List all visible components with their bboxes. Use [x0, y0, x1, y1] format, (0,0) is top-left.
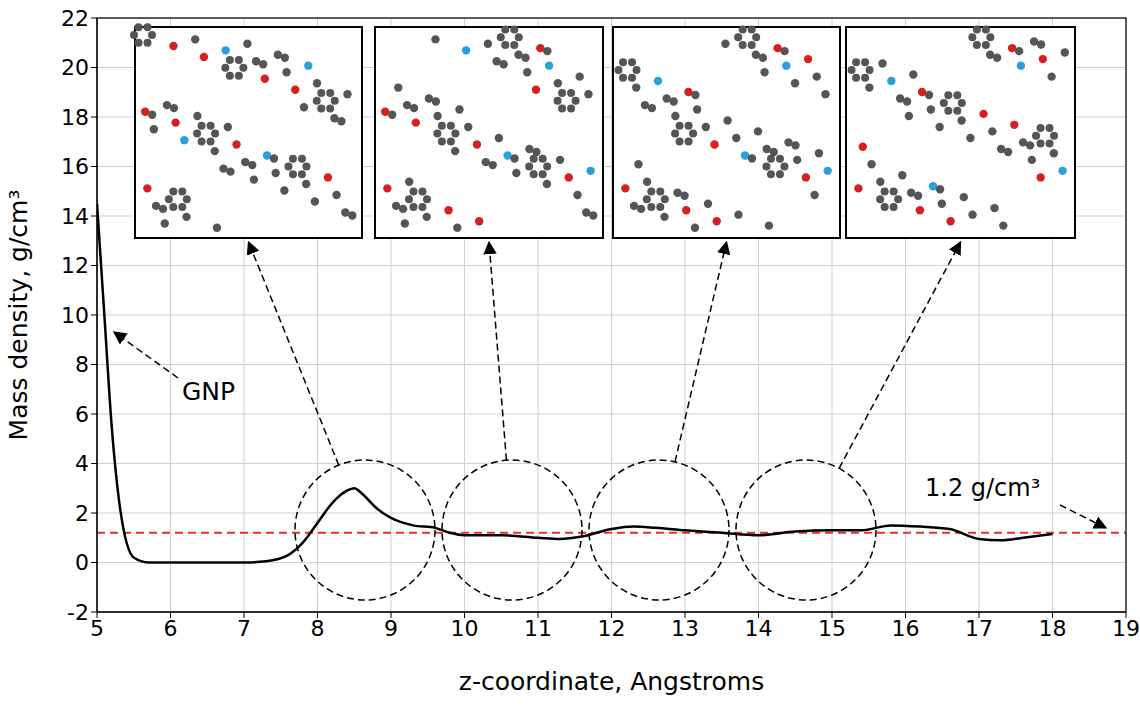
- svg-text:6: 6: [75, 402, 89, 427]
- svg-text:14: 14: [61, 204, 89, 229]
- svg-text:1.2 g/cm³: 1.2 g/cm³: [925, 474, 1040, 502]
- svg-text:19: 19: [1112, 616, 1140, 641]
- svg-text:10: 10: [451, 616, 479, 641]
- svg-text:13: 13: [671, 616, 699, 641]
- svg-text:8: 8: [311, 616, 325, 641]
- svg-text:6: 6: [164, 616, 178, 641]
- svg-text:2: 2: [75, 501, 89, 526]
- svg-text:11: 11: [524, 616, 552, 641]
- svg-text:20: 20: [61, 55, 89, 80]
- svg-text:7: 7: [237, 616, 251, 641]
- svg-text:0: 0: [75, 550, 89, 575]
- svg-text:4: 4: [75, 451, 89, 476]
- svg-text:Mass density, g/cm³: Mass density, g/cm³: [4, 190, 33, 441]
- svg-text:-2: -2: [67, 600, 89, 625]
- svg-text:22: 22: [61, 6, 89, 31]
- svg-text:12: 12: [61, 253, 89, 278]
- svg-text:14: 14: [745, 616, 773, 641]
- svg-text:9: 9: [384, 616, 398, 641]
- svg-text:15: 15: [818, 616, 846, 641]
- svg-text:10: 10: [61, 303, 89, 328]
- svg-text:8: 8: [75, 352, 89, 377]
- svg-text:z-coordinate, Angstroms: z-coordinate, Angstroms: [459, 667, 764, 696]
- svg-text:5: 5: [90, 616, 104, 641]
- svg-text:17: 17: [965, 616, 993, 641]
- svg-text:GNP: GNP: [182, 377, 235, 406]
- svg-text:18: 18: [1039, 616, 1067, 641]
- svg-text:16: 16: [61, 154, 89, 179]
- svg-text:16: 16: [892, 616, 920, 641]
- svg-text:18: 18: [61, 105, 89, 130]
- svg-text:12: 12: [598, 616, 626, 641]
